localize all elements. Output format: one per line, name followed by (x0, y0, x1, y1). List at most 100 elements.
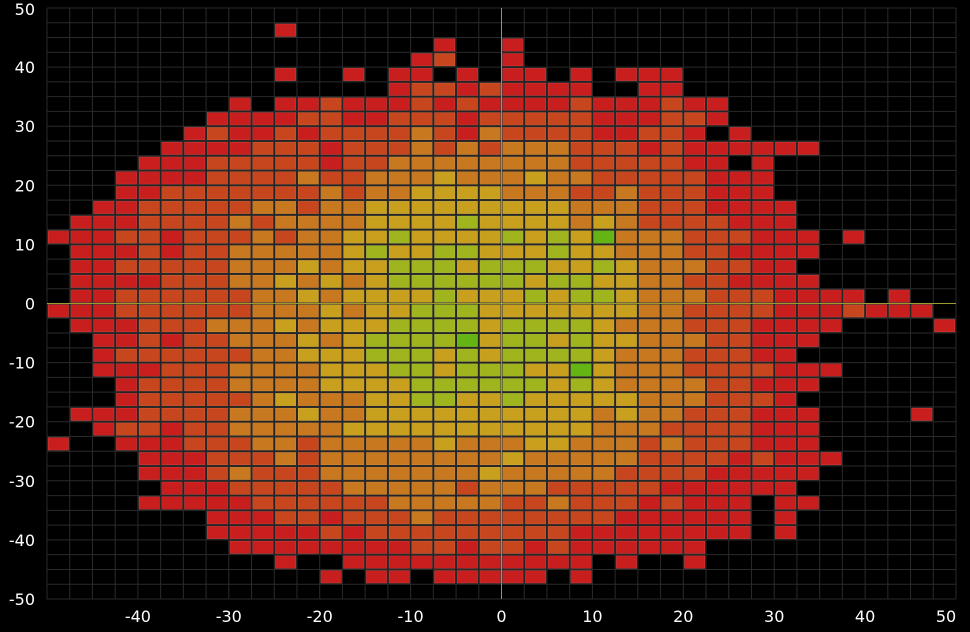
heatmap-cell (752, 407, 774, 422)
heatmap-cell (524, 82, 547, 97)
heatmap-cell (797, 377, 820, 392)
heatmap-cell (161, 230, 183, 244)
heatmap-cell (229, 451, 251, 466)
heatmap-cell (252, 377, 274, 392)
heatmap-cell (411, 496, 433, 510)
heatmap-cell (502, 466, 524, 481)
heatmap-cell (502, 67, 524, 82)
heatmap-cell (433, 230, 456, 244)
heatmap-cell (683, 141, 706, 156)
heatmap-cell (479, 333, 501, 348)
heatmap-cell (229, 407, 251, 422)
heatmap-cell (456, 141, 479, 156)
heatmap-cell (252, 407, 274, 422)
heatmap-cell (524, 451, 547, 466)
heatmap-cell (729, 451, 751, 466)
heatmap-cell (774, 437, 797, 451)
heatmap-cell (729, 244, 751, 259)
heatmap-cell (683, 392, 706, 407)
heatmap-cell (252, 141, 274, 156)
heatmap-cell (615, 215, 638, 230)
heatmap-cell (570, 422, 592, 436)
y-tick-label: 20 (15, 176, 35, 195)
heatmap-cell (297, 422, 320, 436)
heatmap-cell (456, 82, 479, 97)
heatmap-cell (615, 510, 638, 525)
heatmap-cell (752, 422, 774, 436)
heatmap-cell (524, 525, 547, 540)
heatmap-cell (411, 112, 433, 126)
heatmap-cell (433, 304, 456, 318)
heatmap-cell (411, 230, 433, 244)
heatmap-cell (706, 230, 729, 244)
heatmap-cell (593, 230, 615, 244)
heatmap-cell (479, 496, 501, 510)
heatmap-cell (570, 570, 592, 584)
heatmap-cell (365, 259, 388, 274)
heatmap-cell (752, 230, 774, 244)
heatmap-cell (297, 289, 320, 303)
heatmap-cell (479, 525, 501, 540)
heatmap-cells (47, 23, 956, 584)
heatmap-cell (593, 185, 615, 200)
heatmap-cell (183, 392, 206, 407)
heatmap-cell (661, 510, 683, 525)
heatmap-cell (320, 259, 342, 274)
heatmap-cell (343, 407, 365, 422)
heatmap-cell (615, 67, 638, 82)
heatmap-cell (161, 363, 183, 377)
heatmap-cell (638, 274, 660, 289)
heatmap-cell (274, 407, 297, 422)
heatmap-cell (388, 200, 411, 215)
heatmap-cell (183, 141, 206, 156)
heatmap-cell (161, 289, 183, 303)
heatmap-cell (93, 215, 115, 230)
heatmap-cell (683, 289, 706, 303)
heatmap-cell (524, 407, 547, 422)
heatmap-cell (183, 377, 206, 392)
heatmap-cell (615, 171, 638, 185)
heatmap-cell (297, 156, 320, 170)
heatmap-cell (502, 259, 524, 274)
heatmap-cell (479, 141, 501, 156)
heatmap-cell (411, 289, 433, 303)
heatmap-cell (388, 126, 411, 141)
heatmap-cell (683, 304, 706, 318)
heatmap-cell (274, 510, 297, 525)
heatmap-cell (593, 496, 615, 510)
heatmap-cell (570, 185, 592, 200)
heatmap-cell (343, 377, 365, 392)
heatmap-cell (388, 496, 411, 510)
heatmap-cell (683, 274, 706, 289)
heatmap-cell (661, 200, 683, 215)
heatmap-cell (274, 555, 297, 569)
heatmap-cell (661, 481, 683, 495)
heatmap-cell (456, 555, 479, 569)
heatmap-cell (661, 407, 683, 422)
heatmap-cell (456, 274, 479, 289)
heatmap-cell (252, 156, 274, 170)
heatmap-cell (683, 422, 706, 436)
heatmap-cell (547, 97, 570, 111)
heatmap-cell (706, 510, 729, 525)
heatmap-cell (297, 466, 320, 481)
heatmap-cell (297, 304, 320, 318)
heatmap-cell (570, 259, 592, 274)
heatmap-cell (274, 230, 297, 244)
heatmap-cell (93, 348, 115, 363)
heatmap-cell (456, 466, 479, 481)
heatmap-cell (320, 200, 342, 215)
x-tick-label: 0 (496, 607, 506, 626)
heatmap-cell (297, 392, 320, 407)
heatmap-cell (70, 244, 92, 259)
heatmap-cell (388, 230, 411, 244)
heatmap-cell (524, 496, 547, 510)
heatmap-cell (797, 244, 820, 259)
y-tick-label: -10 (9, 354, 35, 373)
heatmap-cell (729, 437, 751, 451)
heatmap-cell (229, 97, 251, 111)
heatmap-cell (638, 540, 660, 555)
heatmap-cell (683, 185, 706, 200)
heatmap-cell (706, 496, 729, 510)
heatmap-cell (161, 392, 183, 407)
